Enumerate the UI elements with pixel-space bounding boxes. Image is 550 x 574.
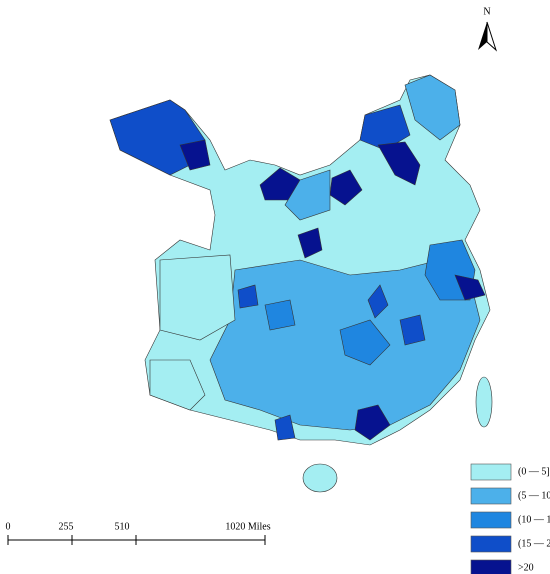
region <box>367 284 389 319</box>
legend-label: (10 — 15] <box>518 514 550 525</box>
scale-label: 255 <box>59 521 74 532</box>
legend: (0 — 5] (5 — 10] (10 — 15] (15 — 20] >20 <box>470 463 550 574</box>
region <box>377 141 421 186</box>
scale-label: 1020 Miles <box>225 521 270 532</box>
region <box>274 414 296 441</box>
legend-label: (15 — 20] <box>518 538 550 549</box>
island <box>302 463 338 493</box>
north-label: N <box>483 6 490 17</box>
region <box>284 169 331 221</box>
region <box>159 254 236 341</box>
legend-swatch <box>470 535 512 553</box>
arrow-left <box>478 22 487 50</box>
legend-swatch <box>470 511 512 529</box>
region <box>179 139 211 171</box>
regions <box>109 74 493 493</box>
island <box>475 376 493 428</box>
region <box>354 404 391 441</box>
region <box>329 169 363 206</box>
scale-bar: 0 255 510 1020 Miles <box>6 521 271 545</box>
legend-label: (0 — 5] <box>518 466 550 477</box>
legend-label: (5 — 10] <box>518 490 550 501</box>
legend-swatch <box>470 559 512 574</box>
region <box>399 314 426 346</box>
scale-label: 0 <box>6 521 11 532</box>
legend-swatch <box>470 463 512 481</box>
scale-label: 510 <box>115 521 130 532</box>
legend-swatch <box>470 487 512 505</box>
region <box>404 74 461 141</box>
legend-label: >20 <box>518 562 534 573</box>
region <box>454 274 486 301</box>
region <box>297 227 323 259</box>
region <box>149 359 206 411</box>
region <box>339 319 391 366</box>
arrow-right <box>486 21 498 52</box>
region <box>264 299 296 331</box>
north-arrow: N <box>478 6 498 52</box>
region <box>237 284 259 309</box>
region <box>359 104 411 151</box>
